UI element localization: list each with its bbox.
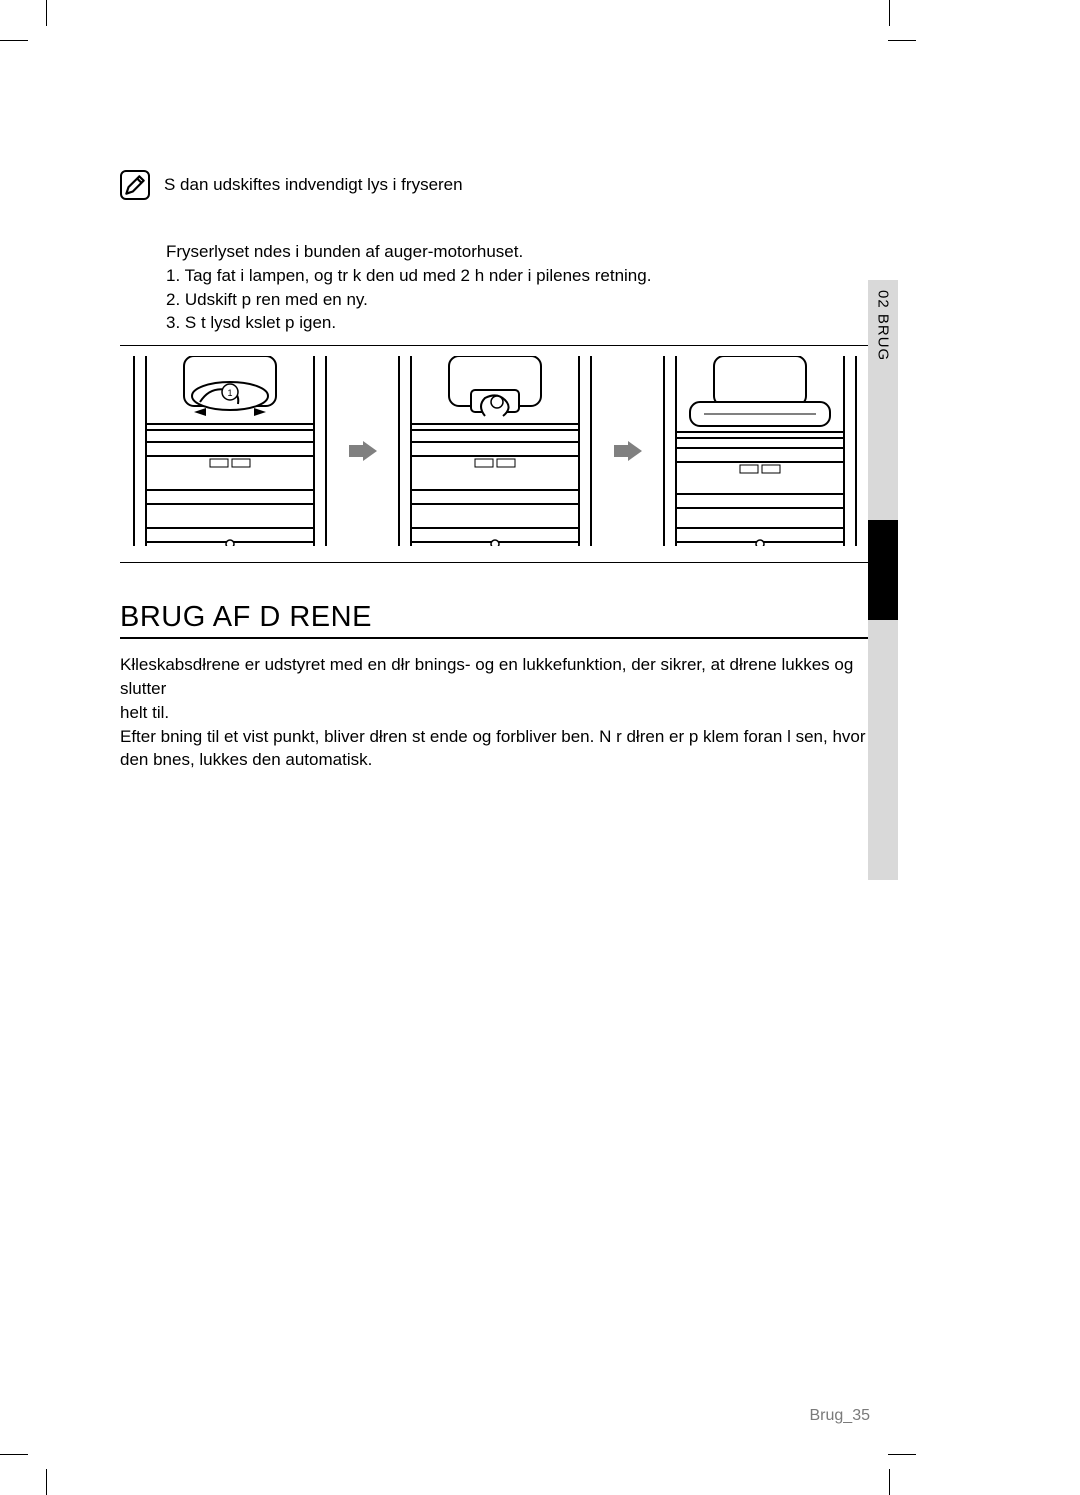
side-tab-marker	[868, 520, 898, 620]
note-block: S dan udskiftes indvendigt lys i frysere…	[120, 170, 870, 200]
side-tab-label: 02 BRUG	[868, 280, 898, 520]
intro-line: 1. Tag fat i lampen, og tr k den ud med …	[166, 264, 870, 288]
body-line: den bnes, lukkes den automatisk.	[120, 748, 870, 772]
diagram-panel-1: 1	[120, 356, 340, 546]
body-line: Kłleskabsdłrene er udstyret med en dłr b…	[120, 653, 870, 701]
svg-text:1: 1	[227, 388, 232, 398]
intro-line: 3. S t lysd kslet p igen.	[166, 311, 870, 335]
divider	[120, 345, 870, 346]
page-content: S dan udskiftes indvendigt lys i frysere…	[120, 170, 870, 772]
diagram-panel-3	[650, 356, 870, 546]
arrow-icon	[349, 441, 377, 461]
intro-line: 2. Udskift p ren med en ny.	[166, 288, 870, 312]
crop-mark	[46, 0, 47, 26]
body-line: helt til.	[120, 701, 870, 725]
crop-mark	[889, 0, 890, 26]
body-paragraph: Kłleskabsdłrene er udstyret med en dłr b…	[120, 653, 870, 772]
section-heading: BRUG AF D RENE	[120, 601, 870, 634]
crop-mark	[0, 1454, 28, 1455]
diagram-panel-2	[385, 356, 605, 546]
arrow-icon	[614, 441, 642, 461]
note-text: S dan udskiftes indvendigt lys i frysere…	[164, 170, 463, 195]
intro-line: Fryserlyset ndes i bunden af auger-motor…	[166, 240, 870, 264]
heading-rule	[120, 637, 870, 639]
pencil-icon-svg	[122, 172, 148, 198]
divider	[120, 562, 870, 563]
crop-mark	[888, 1454, 916, 1455]
crop-mark	[46, 1469, 47, 1495]
body-line: Efter bning til et vist punkt, bliver dł…	[120, 725, 870, 749]
diagram-row: 1	[120, 352, 870, 554]
intro-block: Fryserlyset ndes i bunden af auger-motor…	[166, 240, 870, 335]
side-tab-remainder	[868, 620, 898, 880]
crop-mark	[0, 40, 28, 41]
pencil-icon	[120, 170, 150, 200]
crop-mark	[889, 1469, 890, 1495]
page-footer: Brug_35	[810, 1407, 871, 1425]
side-tab: 02 BRUG	[868, 280, 898, 620]
crop-mark	[888, 40, 916, 41]
